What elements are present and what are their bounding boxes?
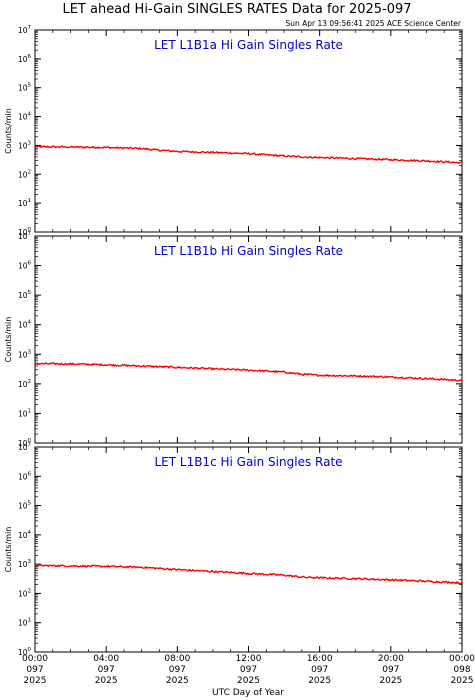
x-tick-label: 16:00 — [307, 654, 333, 664]
y-axis-label: Counts/min — [4, 317, 13, 363]
y-tick-label: 100 — [18, 438, 32, 448]
panel-3: 100 101 102 103 104 105 106 107 Counts/min LET L1… — [4, 442, 463, 657]
y-tick-label: 103 — [18, 140, 32, 150]
x-tick-label: 2025 — [24, 676, 47, 686]
y-tick-label: 101 — [18, 618, 31, 628]
x-axis-title: UTC Day of Year — [212, 688, 284, 698]
y-tick-label: 105 — [18, 290, 32, 300]
y-tick-label: 104 — [18, 530, 32, 540]
x-tick-label: 2025 — [237, 676, 260, 686]
y-tick-label: 101 — [18, 198, 31, 208]
y-tick-label: 104 — [18, 112, 32, 122]
x-tick-label: 00:00 — [22, 654, 48, 664]
x-tick-label: 12:00 — [236, 654, 262, 664]
panel-2: 100 101 102 103 104 105 106 107 Counts/min LET L1… — [4, 231, 463, 448]
plot-frame — [34, 235, 463, 444]
timestamp: Sun Apr 13 09:56:41 2025 ACE Science Cen… — [285, 19, 461, 28]
panel-title: LET L1B1b Hi Gain Singles Rate — [154, 244, 343, 258]
y-tick-label: 107 — [18, 231, 32, 241]
y-tick-label: 103 — [18, 559, 32, 569]
panels: 100 101 102 103 104 105 106 107 Counts/min LET L1… — [4, 25, 463, 657]
y-tick-label: 103 — [18, 349, 32, 359]
x-tick-label: 20:00 — [378, 654, 404, 664]
series-line — [34, 145, 463, 165]
y-tick-label: 107 — [18, 442, 32, 452]
panel-title: LET L1B1a Hi Gain Singles Rate — [154, 38, 343, 52]
x-axis-labels: 00:00097202504:00097202508:00097202512:0… — [22, 654, 475, 686]
y-tick-label: 107 — [18, 25, 32, 35]
x-tick-label: 2025 — [379, 676, 402, 686]
x-tick-label: 097 — [98, 665, 115, 675]
x-tick-label: 097 — [382, 665, 399, 675]
x-tick-label: 097 — [311, 665, 328, 675]
x-tick-label: 097 — [169, 665, 186, 675]
x-tick-label: 04:00 — [93, 654, 119, 664]
y-tick-label: 102 — [18, 169, 31, 179]
y-tick-label: 105 — [18, 83, 32, 93]
y-tick-label: 100 — [18, 647, 32, 657]
y-tick-label: 105 — [18, 501, 32, 511]
x-tick-label: 2025 — [166, 676, 189, 686]
y-axis-label: Counts/min — [4, 108, 13, 154]
x-tick-label: 00:00 — [449, 654, 475, 664]
series-line — [34, 362, 463, 382]
x-tick-label: 097 — [26, 665, 43, 675]
series-line — [34, 564, 463, 585]
x-tick-label: 097 — [240, 665, 257, 675]
x-tick-label: 08:00 — [164, 654, 190, 664]
y-tick-label: 106 — [18, 471, 32, 481]
y-tick-label: 102 — [18, 379, 31, 389]
x-tick-label: 2025 — [308, 676, 331, 686]
panel-1: 100 101 102 103 104 105 106 107 Counts/min LET L1… — [4, 25, 463, 237]
y-axis-label: Counts/min — [4, 527, 13, 573]
y-tick-label: 106 — [18, 261, 32, 271]
plot-frame — [34, 446, 463, 653]
figure-title: LET ahead Hi-Gain SINGLES RATES Data for… — [62, 2, 411, 17]
x-tick-label: 2025 — [451, 676, 474, 686]
y-tick-label: 100 — [18, 227, 32, 237]
y-tick-label: 101 — [18, 408, 31, 418]
plot-frame — [34, 29, 463, 233]
panel-title: LET L1B1c Hi Gain Singles Rate — [154, 455, 342, 469]
x-tick-label: 2025 — [95, 676, 118, 686]
y-tick-label: 102 — [18, 588, 31, 598]
x-tick-label: 098 — [453, 665, 470, 675]
y-tick-label: 104 — [18, 320, 32, 330]
y-tick-label: 106 — [18, 54, 32, 64]
